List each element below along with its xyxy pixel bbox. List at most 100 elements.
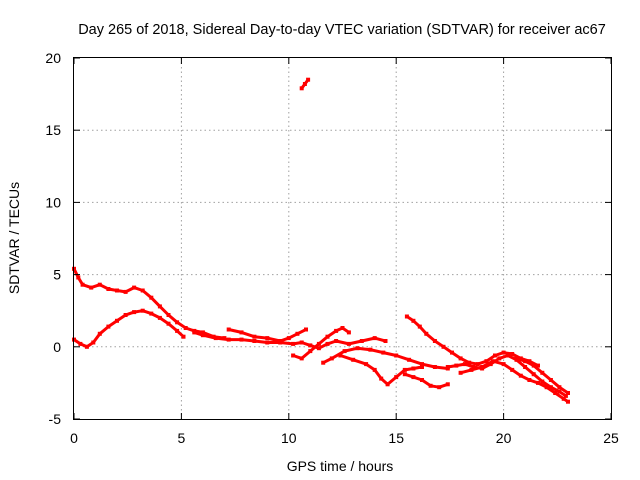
chart-title: Day 265 of 2018, Sidereal Day-to-day VTE… — [78, 22, 606, 38]
data-point — [432, 365, 437, 369]
data-point — [132, 285, 137, 290]
data-point — [501, 350, 506, 355]
series-arc-middle-6 — [403, 372, 450, 389]
data-point — [553, 391, 558, 395]
data-point — [394, 375, 399, 380]
data-point — [484, 359, 489, 364]
y-tick-label: 0 — [53, 339, 61, 355]
data-point — [149, 311, 154, 316]
data-point — [80, 282, 85, 287]
x-tick-label: 5 — [178, 430, 186, 446]
grid-lines — [74, 58, 611, 419]
data-point — [308, 343, 313, 348]
data-point — [302, 82, 307, 86]
data-point — [200, 333, 205, 338]
data-point — [115, 288, 119, 293]
data-point — [140, 288, 145, 293]
data-point — [175, 320, 180, 325]
data-point — [523, 359, 528, 364]
data-point — [420, 362, 424, 367]
data-point — [334, 339, 339, 343]
data-point — [458, 370, 463, 375]
data-point — [420, 378, 424, 382]
y-tick-label: 10 — [45, 194, 61, 210]
data-point — [527, 359, 532, 364]
data-point — [514, 356, 519, 361]
data-point — [488, 362, 493, 367]
data-point — [239, 330, 244, 335]
data-point — [149, 295, 154, 300]
data-point — [432, 339, 437, 343]
x-tick-label: 15 — [388, 430, 404, 446]
data-point — [518, 373, 523, 378]
data-point — [183, 326, 188, 330]
data-point — [458, 356, 463, 361]
data-point — [157, 315, 162, 320]
data-traces — [72, 77, 570, 404]
data-point — [383, 339, 388, 343]
data-point — [475, 362, 480, 367]
data-point — [106, 324, 111, 329]
data-point — [372, 336, 377, 341]
y-tick-label: 5 — [53, 267, 61, 283]
data-point — [299, 340, 304, 345]
data-point — [411, 375, 416, 380]
data-point — [123, 289, 128, 294]
data-point — [123, 313, 128, 317]
data-point — [536, 363, 540, 368]
data-point — [490, 359, 495, 364]
data-point — [471, 365, 476, 369]
data-point — [557, 389, 562, 394]
data-point — [561, 396, 566, 401]
data-point — [299, 86, 304, 91]
data-point — [428, 383, 433, 388]
data-point — [445, 382, 450, 387]
data-point — [325, 334, 330, 339]
plot-frame — [73, 57, 612, 420]
data-point — [89, 285, 94, 290]
data-point — [91, 340, 96, 345]
data-point — [566, 399, 570, 404]
data-point — [420, 365, 424, 369]
data-point — [355, 346, 360, 351]
data-point — [166, 313, 171, 317]
data-point — [381, 350, 386, 355]
data-point — [334, 328, 339, 333]
data-point — [501, 362, 506, 367]
data-point — [531, 363, 536, 368]
data-point — [291, 341, 296, 346]
data-point — [557, 385, 562, 390]
data-point — [402, 372, 407, 377]
data-point — [278, 339, 283, 343]
data-point — [192, 330, 197, 335]
data-point — [132, 310, 137, 315]
data-point — [321, 360, 326, 365]
data-point — [467, 360, 472, 365]
data-point — [563, 393, 568, 398]
data-point — [379, 376, 384, 381]
data-point — [540, 379, 545, 384]
data-point — [252, 339, 257, 343]
data-point — [368, 347, 373, 352]
data-point — [505, 353, 510, 358]
data-point — [166, 321, 171, 326]
x-tick-label: 0 — [70, 430, 78, 446]
y-tick-label: -5 — [49, 411, 62, 427]
data-point — [338, 353, 343, 358]
data-point — [175, 328, 180, 333]
data-point — [493, 353, 497, 358]
data-point — [316, 346, 321, 351]
data-point — [462, 362, 467, 367]
y-axis-label: SDTVAR / TECUs — [6, 182, 22, 294]
data-point — [372, 367, 377, 372]
data-point — [340, 326, 345, 330]
data-point — [437, 385, 442, 390]
data-point — [548, 385, 553, 390]
x-axis-label: GPS time / hours — [287, 458, 394, 474]
data-point — [346, 330, 351, 335]
data-point — [469, 367, 474, 372]
data-point — [394, 353, 399, 358]
data-point — [157, 304, 162, 309]
data-point — [411, 318, 416, 323]
